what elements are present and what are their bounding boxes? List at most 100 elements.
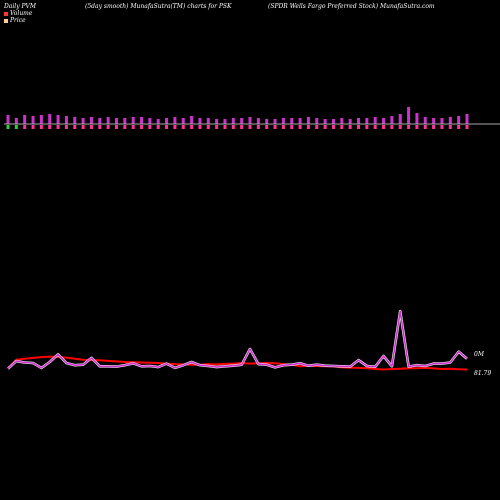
price-line [7, 355, 468, 371]
volume-bar [73, 117, 77, 124]
volume-bar [448, 117, 452, 124]
volume-bar-tick [273, 125, 277, 129]
volume-bar-tick [89, 125, 93, 129]
volume-bar [39, 115, 43, 124]
volume-bar [365, 118, 369, 124]
volume-bar [390, 116, 394, 124]
volume-bar [415, 113, 419, 124]
volume-bar [181, 118, 185, 124]
volume-bar-tick [448, 125, 452, 129]
volume-bar [290, 118, 294, 124]
volume-bar-tick [340, 125, 344, 129]
volume-bar [165, 118, 169, 124]
volume-bar [298, 118, 302, 124]
volume-bar [206, 118, 210, 124]
chart-type-label: Daily PVM [4, 3, 37, 10]
volume-bar-tick [373, 125, 377, 129]
series-lines [7, 309, 468, 371]
volume-bar-tick [407, 125, 411, 129]
volume-bar [465, 114, 469, 124]
volume-bar-tick [357, 125, 361, 129]
volume-bar-tick [423, 125, 427, 129]
legend-volume-swatch [4, 11, 8, 16]
volume-bar [281, 118, 285, 124]
volume-bar-tick [256, 125, 260, 129]
volume-bar [315, 118, 319, 124]
volume-bar-tick [215, 125, 219, 129]
volume-bar [423, 117, 427, 124]
volume-bar-tick [64, 125, 68, 129]
volume-bar-tick [231, 125, 235, 129]
volume-bar [373, 117, 377, 124]
volume-bar [265, 119, 269, 124]
volume-bar [140, 117, 144, 124]
volume-bar-tick [23, 125, 27, 129]
volume-bar [256, 118, 260, 124]
series-end-labels: 0M 81.79 [474, 351, 491, 377]
volume-bar [240, 118, 244, 124]
volume-bar [81, 118, 85, 124]
volume-bar [457, 116, 461, 124]
volume-bar-tick [48, 125, 52, 129]
volume-bar [98, 118, 102, 124]
volume-bar [156, 119, 160, 124]
volume-bar-tick [298, 125, 302, 129]
volume-bar-tick [98, 125, 102, 129]
volume-bar-tick [265, 125, 269, 129]
volume-bar [398, 114, 402, 124]
volume-bar-tick [415, 125, 419, 129]
volume-bar-tick [323, 125, 327, 129]
volume-bar [56, 115, 60, 124]
volume-bar-tick [248, 125, 252, 129]
volume-bar-tick [240, 125, 244, 129]
legend-price-swatch [4, 18, 8, 23]
volume-bar-tick [206, 125, 210, 129]
legend-volume: Volume [4, 10, 32, 17]
chart-title: (5day smooth) MunafaSutra(TM) charts for… [85, 3, 232, 10]
volume-bar-tick [14, 125, 18, 129]
legend-volume-label: Volume [10, 10, 33, 17]
volume-bar-tick [432, 125, 436, 129]
volume-bars [6, 107, 469, 129]
volume-bar-tick [223, 125, 227, 129]
volume-bar [340, 118, 344, 124]
volume-bar [306, 117, 310, 124]
volume-bar-tick [131, 125, 135, 129]
volume-bar [14, 118, 18, 124]
volume-bar [215, 119, 219, 124]
volume-bar-tick [190, 125, 194, 129]
volume-bar [148, 118, 152, 124]
legend-price: Price [4, 17, 26, 24]
volume-bar-tick [140, 125, 144, 129]
volume-bar [48, 114, 52, 124]
volume-bar [382, 118, 386, 124]
volume-bar-tick [382, 125, 386, 129]
volume-bar-tick [457, 125, 461, 129]
volume-bar-tick [306, 125, 310, 129]
volume-bar [432, 118, 436, 124]
volume-bar [106, 117, 110, 124]
volume-bar [440, 118, 444, 124]
volume-line [7, 310, 468, 370]
volume-bar-tick [348, 125, 352, 129]
volume-bar-tick [106, 125, 110, 129]
volume-bar [173, 117, 177, 124]
volume-bar-tick [6, 125, 10, 129]
series-label-volume: 0M [474, 351, 485, 358]
volume-bar [198, 118, 202, 124]
volume-bar-tick [398, 125, 402, 129]
volume-bar-tick [123, 125, 127, 129]
volume-bar-tick [181, 125, 185, 129]
volume-bar-tick [331, 125, 335, 129]
volume-bar [31, 116, 35, 124]
volume-bar-tick [31, 125, 35, 129]
volume-bar-tick [173, 125, 177, 129]
volume-bar-tick [365, 125, 369, 129]
volume-bar-tick [440, 125, 444, 129]
volume-bar-tick [290, 125, 294, 129]
volume-bar-tick [465, 125, 469, 129]
volume-bar [248, 117, 252, 124]
volume-bar [131, 117, 135, 124]
